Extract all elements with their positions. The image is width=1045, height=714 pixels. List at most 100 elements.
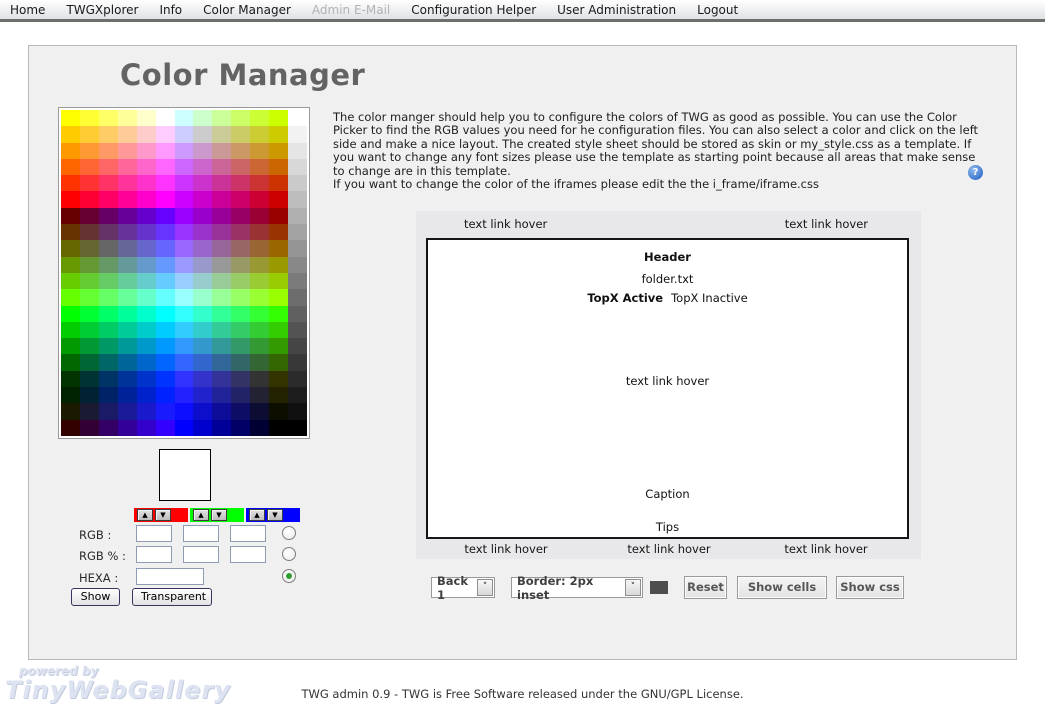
palette-cell[interactable] [269, 370, 289, 388]
chevron-down-icon[interactable]: ˅ [477, 579, 493, 596]
palette-cell[interactable] [250, 387, 270, 404]
green-up-button[interactable]: ▲ [193, 509, 209, 521]
palette-cell[interactable] [269, 338, 289, 355]
palette-cell[interactable] [117, 207, 137, 225]
palette-cell[interactable] [193, 126, 213, 143]
nav-item-color-manager[interactable]: Color Manager [203, 2, 291, 17]
palette-cell[interactable] [193, 289, 213, 306]
preview-link-bottom-right[interactable]: text link hover [784, 542, 868, 556]
palette-cell[interactable] [117, 240, 137, 257]
palette-cell[interactable] [98, 110, 118, 127]
palette-cell[interactable] [269, 419, 289, 436]
palette-cell[interactable] [288, 158, 307, 176]
palette-cell[interactable] [269, 272, 289, 290]
show-button[interactable]: Show [71, 588, 120, 606]
palette-cell[interactable] [288, 354, 307, 371]
palette-cell[interactable] [61, 175, 80, 192]
palette-cell[interactable] [212, 110, 232, 127]
red-down-button[interactable]: ▼ [155, 509, 171, 521]
palette-cell[interactable] [136, 272, 156, 290]
palette-cell[interactable] [250, 354, 270, 371]
palette-cell[interactable] [155, 419, 175, 436]
palette-cell[interactable] [136, 354, 156, 371]
palette-cell[interactable] [250, 419, 270, 436]
border-select[interactable]: Border: 2px inset ˅ [511, 574, 643, 602]
palette-cell[interactable] [212, 256, 232, 273]
palette-cell[interactable] [61, 142, 80, 159]
palette-cell[interactable] [212, 175, 232, 192]
palette-cell[interactable] [79, 207, 99, 225]
palette-cell[interactable] [269, 175, 289, 192]
preview-link-bottom-left[interactable]: text link hover [464, 542, 548, 556]
palette-cell[interactable] [269, 207, 289, 225]
palette-cell[interactable] [155, 110, 175, 127]
palette-cell[interactable] [98, 224, 118, 241]
palette-cell[interactable] [269, 110, 289, 127]
back-select[interactable]: Back 1 ˅ [431, 574, 495, 602]
palette-cell[interactable] [212, 354, 232, 371]
palette-cell[interactable] [79, 175, 99, 192]
palette-cell[interactable] [98, 191, 118, 208]
palette-cell[interactable] [136, 224, 156, 241]
palette-cell[interactable] [79, 224, 99, 241]
rgb-r-input[interactable] [136, 525, 172, 542]
palette-cell[interactable] [61, 158, 80, 176]
palette-cell[interactable] [231, 370, 251, 388]
palette-cell[interactable] [174, 321, 194, 339]
palette-cell[interactable] [212, 305, 232, 322]
palette-cell[interactable] [61, 387, 80, 404]
palette-cell[interactable] [193, 387, 213, 404]
palette-cell[interactable] [98, 240, 118, 257]
palette-cell[interactable] [250, 305, 270, 322]
palette-cell[interactable] [231, 224, 251, 241]
palette-cell[interactable] [250, 370, 270, 388]
palette-cell[interactable] [193, 142, 213, 159]
palette-cell[interactable] [98, 370, 118, 388]
palette-cell[interactable] [98, 158, 118, 176]
palette-cell[interactable] [250, 126, 270, 143]
rgb-percent-g-input[interactable] [183, 546, 219, 563]
palette-cell[interactable] [117, 175, 137, 192]
palette-cell[interactable] [155, 321, 175, 339]
nav-item-logout[interactable]: Logout [697, 2, 739, 17]
palette-cell[interactable] [193, 354, 213, 371]
blue-down-button[interactable]: ▼ [267, 509, 283, 521]
palette-cell[interactable] [61, 191, 80, 208]
preview-link-top-right[interactable]: text link hover [784, 217, 868, 231]
palette-cell[interactable] [288, 419, 307, 436]
palette-cell[interactable] [250, 272, 270, 290]
palette-cell[interactable] [288, 370, 307, 388]
palette-cell[interactable] [61, 370, 80, 388]
nav-item-home[interactable]: Home [10, 2, 46, 17]
palette-cell[interactable] [98, 338, 118, 355]
palette-cell[interactable] [79, 191, 99, 208]
palette-cell[interactable] [79, 289, 99, 306]
palette-cell[interactable] [79, 256, 99, 273]
palette-cell[interactable] [269, 256, 289, 273]
palette-cell[interactable] [117, 305, 137, 322]
palette-cell[interactable] [79, 240, 99, 257]
palette-cell[interactable] [98, 175, 118, 192]
palette-cell[interactable] [231, 142, 251, 159]
palette-cell[interactable] [231, 403, 251, 420]
palette-cell[interactable] [136, 191, 156, 208]
palette-cell[interactable] [250, 110, 270, 127]
palette-cell[interactable] [288, 224, 307, 241]
palette-cell[interactable] [117, 338, 137, 355]
palette-cell[interactable] [79, 272, 99, 290]
palette-cell[interactable] [193, 207, 213, 225]
palette-cell[interactable] [212, 207, 232, 225]
palette-cell[interactable] [117, 272, 137, 290]
palette-cell[interactable] [155, 403, 175, 420]
palette-cell[interactable] [79, 419, 99, 436]
palette-cell[interactable] [98, 256, 118, 273]
palette-cell[interactable] [193, 175, 213, 192]
palette-cell[interactable] [193, 240, 213, 257]
palette-cell[interactable] [117, 321, 137, 339]
palette-cell[interactable] [98, 419, 118, 436]
palette-cell[interactable] [250, 321, 270, 339]
palette-cell[interactable] [288, 142, 307, 159]
palette-cell[interactable] [79, 338, 99, 355]
palette-cell[interactable] [155, 256, 175, 273]
palette-cell[interactable] [174, 338, 194, 355]
